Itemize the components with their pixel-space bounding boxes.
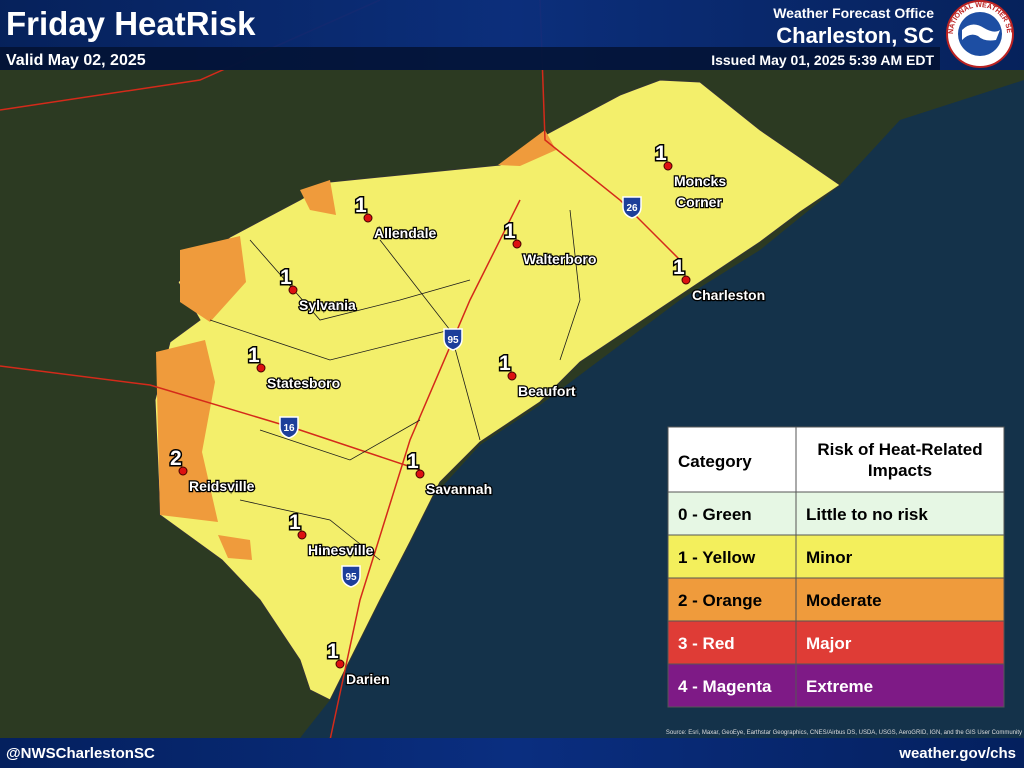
issued: Issued May 01, 2025 5:39 AM EDT	[711, 52, 934, 68]
cities: 1 Moncks Corner 1 Allendale 1 Walterboro 1 Sylva…	[169, 141, 767, 689]
city-dot	[363, 213, 373, 223]
legend-row	[667, 577, 1005, 622]
city-label: Hinesville	[308, 542, 374, 558]
city-dot	[507, 371, 517, 381]
header-subbar	[0, 47, 940, 70]
footer-bar	[0, 738, 1024, 768]
risk-number: 1	[673, 256, 685, 279]
title: Friday HeatRisk	[6, 5, 256, 42]
city-label: Savannah	[426, 481, 492, 497]
legend: Category Risk of Heat-Related Impacts 0 - G…	[667, 426, 1005, 708]
interstate-shields: 26 95 16 95	[279, 196, 642, 588]
legend-category: 4 - Magenta	[678, 677, 772, 696]
city-dot	[178, 466, 188, 476]
city-label-line: Corner	[676, 194, 722, 210]
shield	[279, 416, 299, 439]
website: weather.gov/chs	[898, 745, 1016, 762]
shield-number: 26	[626, 203, 638, 214]
city-label: Statesboro	[267, 375, 340, 391]
city-dot	[335, 659, 345, 669]
risk-number: 1	[327, 640, 339, 663]
risk-area-orange	[156, 130, 556, 560]
office: Weather Forecast Office	[773, 5, 934, 21]
city-dot	[681, 275, 691, 285]
city-label: Sylvania	[299, 297, 356, 313]
legend-row	[667, 663, 1005, 708]
legend-row	[667, 620, 1005, 665]
legend-header-line: Risk of Heat-Related	[817, 440, 982, 459]
risk-area-yellow	[154, 79, 841, 701]
legend-category: 2 - Orange	[678, 591, 762, 610]
shield-number: 95	[345, 572, 357, 583]
shield	[443, 328, 463, 351]
city-label: Walterboro	[523, 251, 596, 267]
city-label: Darien	[346, 671, 390, 687]
city-label: Charleston	[692, 287, 765, 303]
city-dot	[297, 530, 307, 540]
valid-date: Valid May 02, 2025	[6, 52, 146, 69]
risk-number: 1	[248, 344, 260, 367]
risk-number: 1	[499, 352, 511, 375]
city-label-line: Moncks	[674, 173, 726, 189]
city-label: Moncks Corner	[674, 173, 726, 210]
city-dot	[512, 239, 522, 249]
risk-number: 1	[355, 194, 367, 217]
legend-row	[667, 491, 1005, 536]
city-label: Allendale	[374, 225, 436, 241]
shield	[622, 196, 642, 219]
legend-risk: Major	[806, 634, 852, 653]
city-dot	[663, 161, 673, 171]
legend-header: Risk of Heat-Related Impacts	[817, 440, 982, 480]
risk-number: 1	[280, 266, 292, 289]
risk-number: 1	[289, 511, 301, 534]
city-dot	[288, 285, 298, 295]
legend-risk: Moderate	[806, 591, 882, 610]
risk-number: 2	[170, 447, 182, 470]
legend-category: 0 - Green	[678, 505, 752, 524]
risk-number: 1	[504, 220, 516, 243]
legend-risk: Little to no risk	[806, 505, 928, 524]
city-dot	[256, 363, 266, 373]
legend-header-line: Impacts	[868, 461, 932, 480]
social: @NWSCharlestonSC	[6, 745, 155, 762]
city-label: Beaufort	[518, 383, 576, 399]
risk-number: 1	[407, 450, 419, 473]
shield-number: 16	[283, 423, 295, 434]
city-dot	[415, 469, 425, 479]
legend-header-bg	[667, 426, 1005, 493]
legend-risk: Extreme	[806, 677, 873, 696]
source: Source: Esri, Maxar, GeoEye, Earthstar G…	[666, 730, 1022, 736]
legend-category: 1 - Yellow	[678, 548, 756, 567]
risk-number: 1	[655, 142, 667, 165]
legend-risk: Minor	[806, 548, 853, 567]
office-location: Charleston, SC	[776, 23, 934, 48]
legend-header: Category	[678, 452, 752, 471]
shield-number: 95	[447, 335, 459, 346]
shield	[341, 565, 361, 588]
legend-category: 3 - Red	[678, 634, 735, 653]
city-label: Reidsville	[189, 478, 255, 494]
legend-row	[667, 534, 1005, 579]
